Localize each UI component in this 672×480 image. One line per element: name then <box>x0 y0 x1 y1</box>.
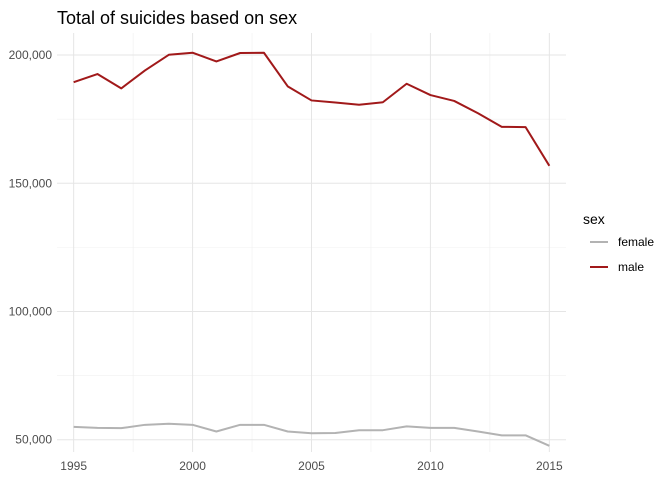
x-tick-label: 2010 <box>417 459 444 473</box>
legend-label-female: female <box>618 235 654 249</box>
y-tick-label: 50,000 <box>15 433 52 447</box>
series-line-male <box>73 51 551 167</box>
x-tick-label: 2015 <box>536 459 563 473</box>
grid-lines <box>57 33 566 452</box>
series-line-female <box>73 422 550 447</box>
legend: sex female male <box>583 211 654 274</box>
series-lines <box>73 51 551 447</box>
y-axis-ticks: 50,000 100,000 150,000 200,000 <box>9 48 53 447</box>
x-tick-label: 2000 <box>179 459 206 473</box>
chart-title: Total of suicides based on sex <box>57 8 297 28</box>
x-tick-label: 2005 <box>298 459 325 473</box>
x-axis-ticks: 1995 2000 2005 2010 2015 <box>60 459 563 473</box>
y-tick-label: 150,000 <box>9 176 53 190</box>
legend-title: sex <box>583 211 605 227</box>
y-tick-label: 200,000 <box>9 48 53 62</box>
legend-label-male: male <box>618 260 644 274</box>
y-tick-label: 100,000 <box>9 304 53 318</box>
x-tick-label: 1995 <box>60 459 87 473</box>
